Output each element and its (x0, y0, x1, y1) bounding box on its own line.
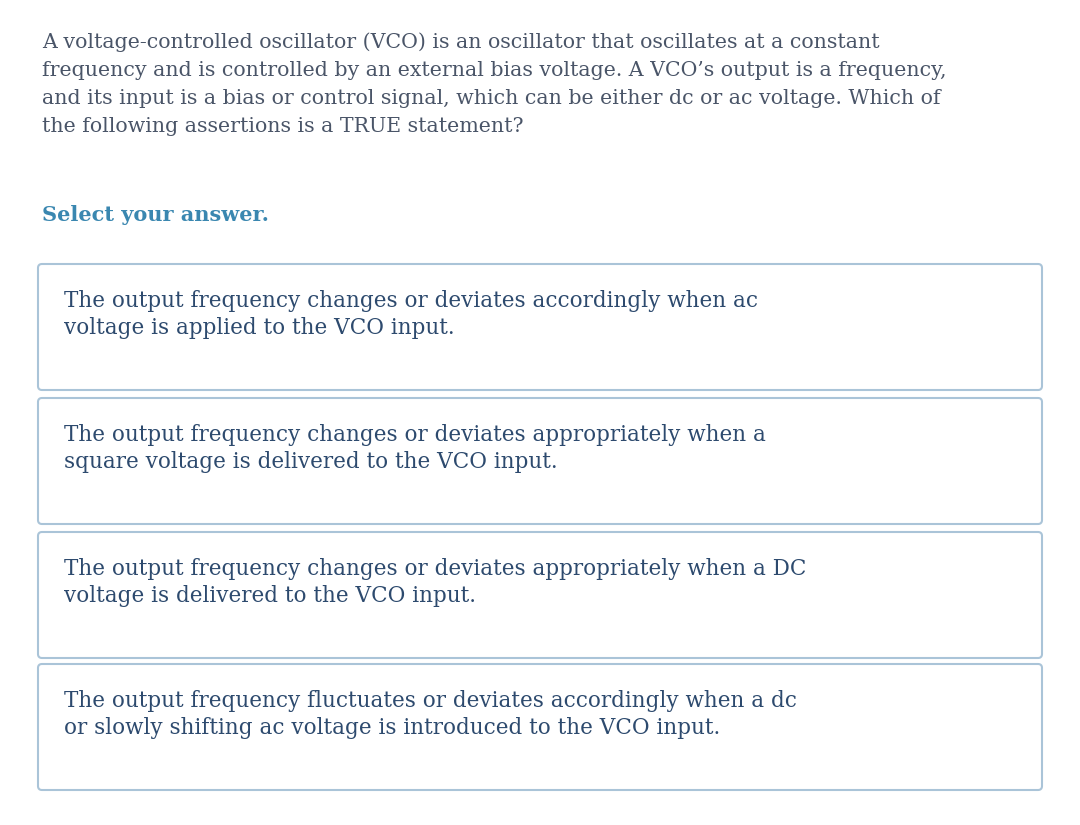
FancyBboxPatch shape (38, 398, 1042, 524)
Text: square voltage is delivered to the VCO input.: square voltage is delivered to the VCO i… (64, 451, 557, 473)
Text: the following assertions is a TRUE statement?: the following assertions is a TRUE state… (42, 117, 524, 136)
Text: or slowly shifting ac voltage is introduced to the VCO input.: or slowly shifting ac voltage is introdu… (64, 717, 720, 739)
FancyBboxPatch shape (38, 664, 1042, 790)
Text: The output frequency fluctuates or deviates accordingly when a dc: The output frequency fluctuates or devia… (64, 690, 797, 712)
FancyBboxPatch shape (38, 532, 1042, 658)
Text: voltage is delivered to the VCO input.: voltage is delivered to the VCO input. (64, 585, 476, 607)
Text: The output frequency changes or deviates accordingly when ac: The output frequency changes or deviates… (64, 290, 758, 312)
Text: The output frequency changes or deviates appropriately when a: The output frequency changes or deviates… (64, 424, 766, 446)
FancyBboxPatch shape (38, 264, 1042, 390)
Text: and its input is a bias or control signal, which can be either dc or ac voltage.: and its input is a bias or control signa… (42, 89, 941, 108)
Text: Select your answer.: Select your answer. (42, 205, 269, 225)
Text: A voltage-controlled oscillator (VCO) is an oscillator that oscillates at a cons: A voltage-controlled oscillator (VCO) is… (42, 32, 879, 52)
Text: voltage is applied to the VCO input.: voltage is applied to the VCO input. (64, 317, 455, 339)
Text: The output frequency changes or deviates appropriately when a DC: The output frequency changes or deviates… (64, 558, 807, 580)
Text: frequency and is controlled by an external bias voltage. A VCO’s output is a fre: frequency and is controlled by an extern… (42, 60, 946, 79)
